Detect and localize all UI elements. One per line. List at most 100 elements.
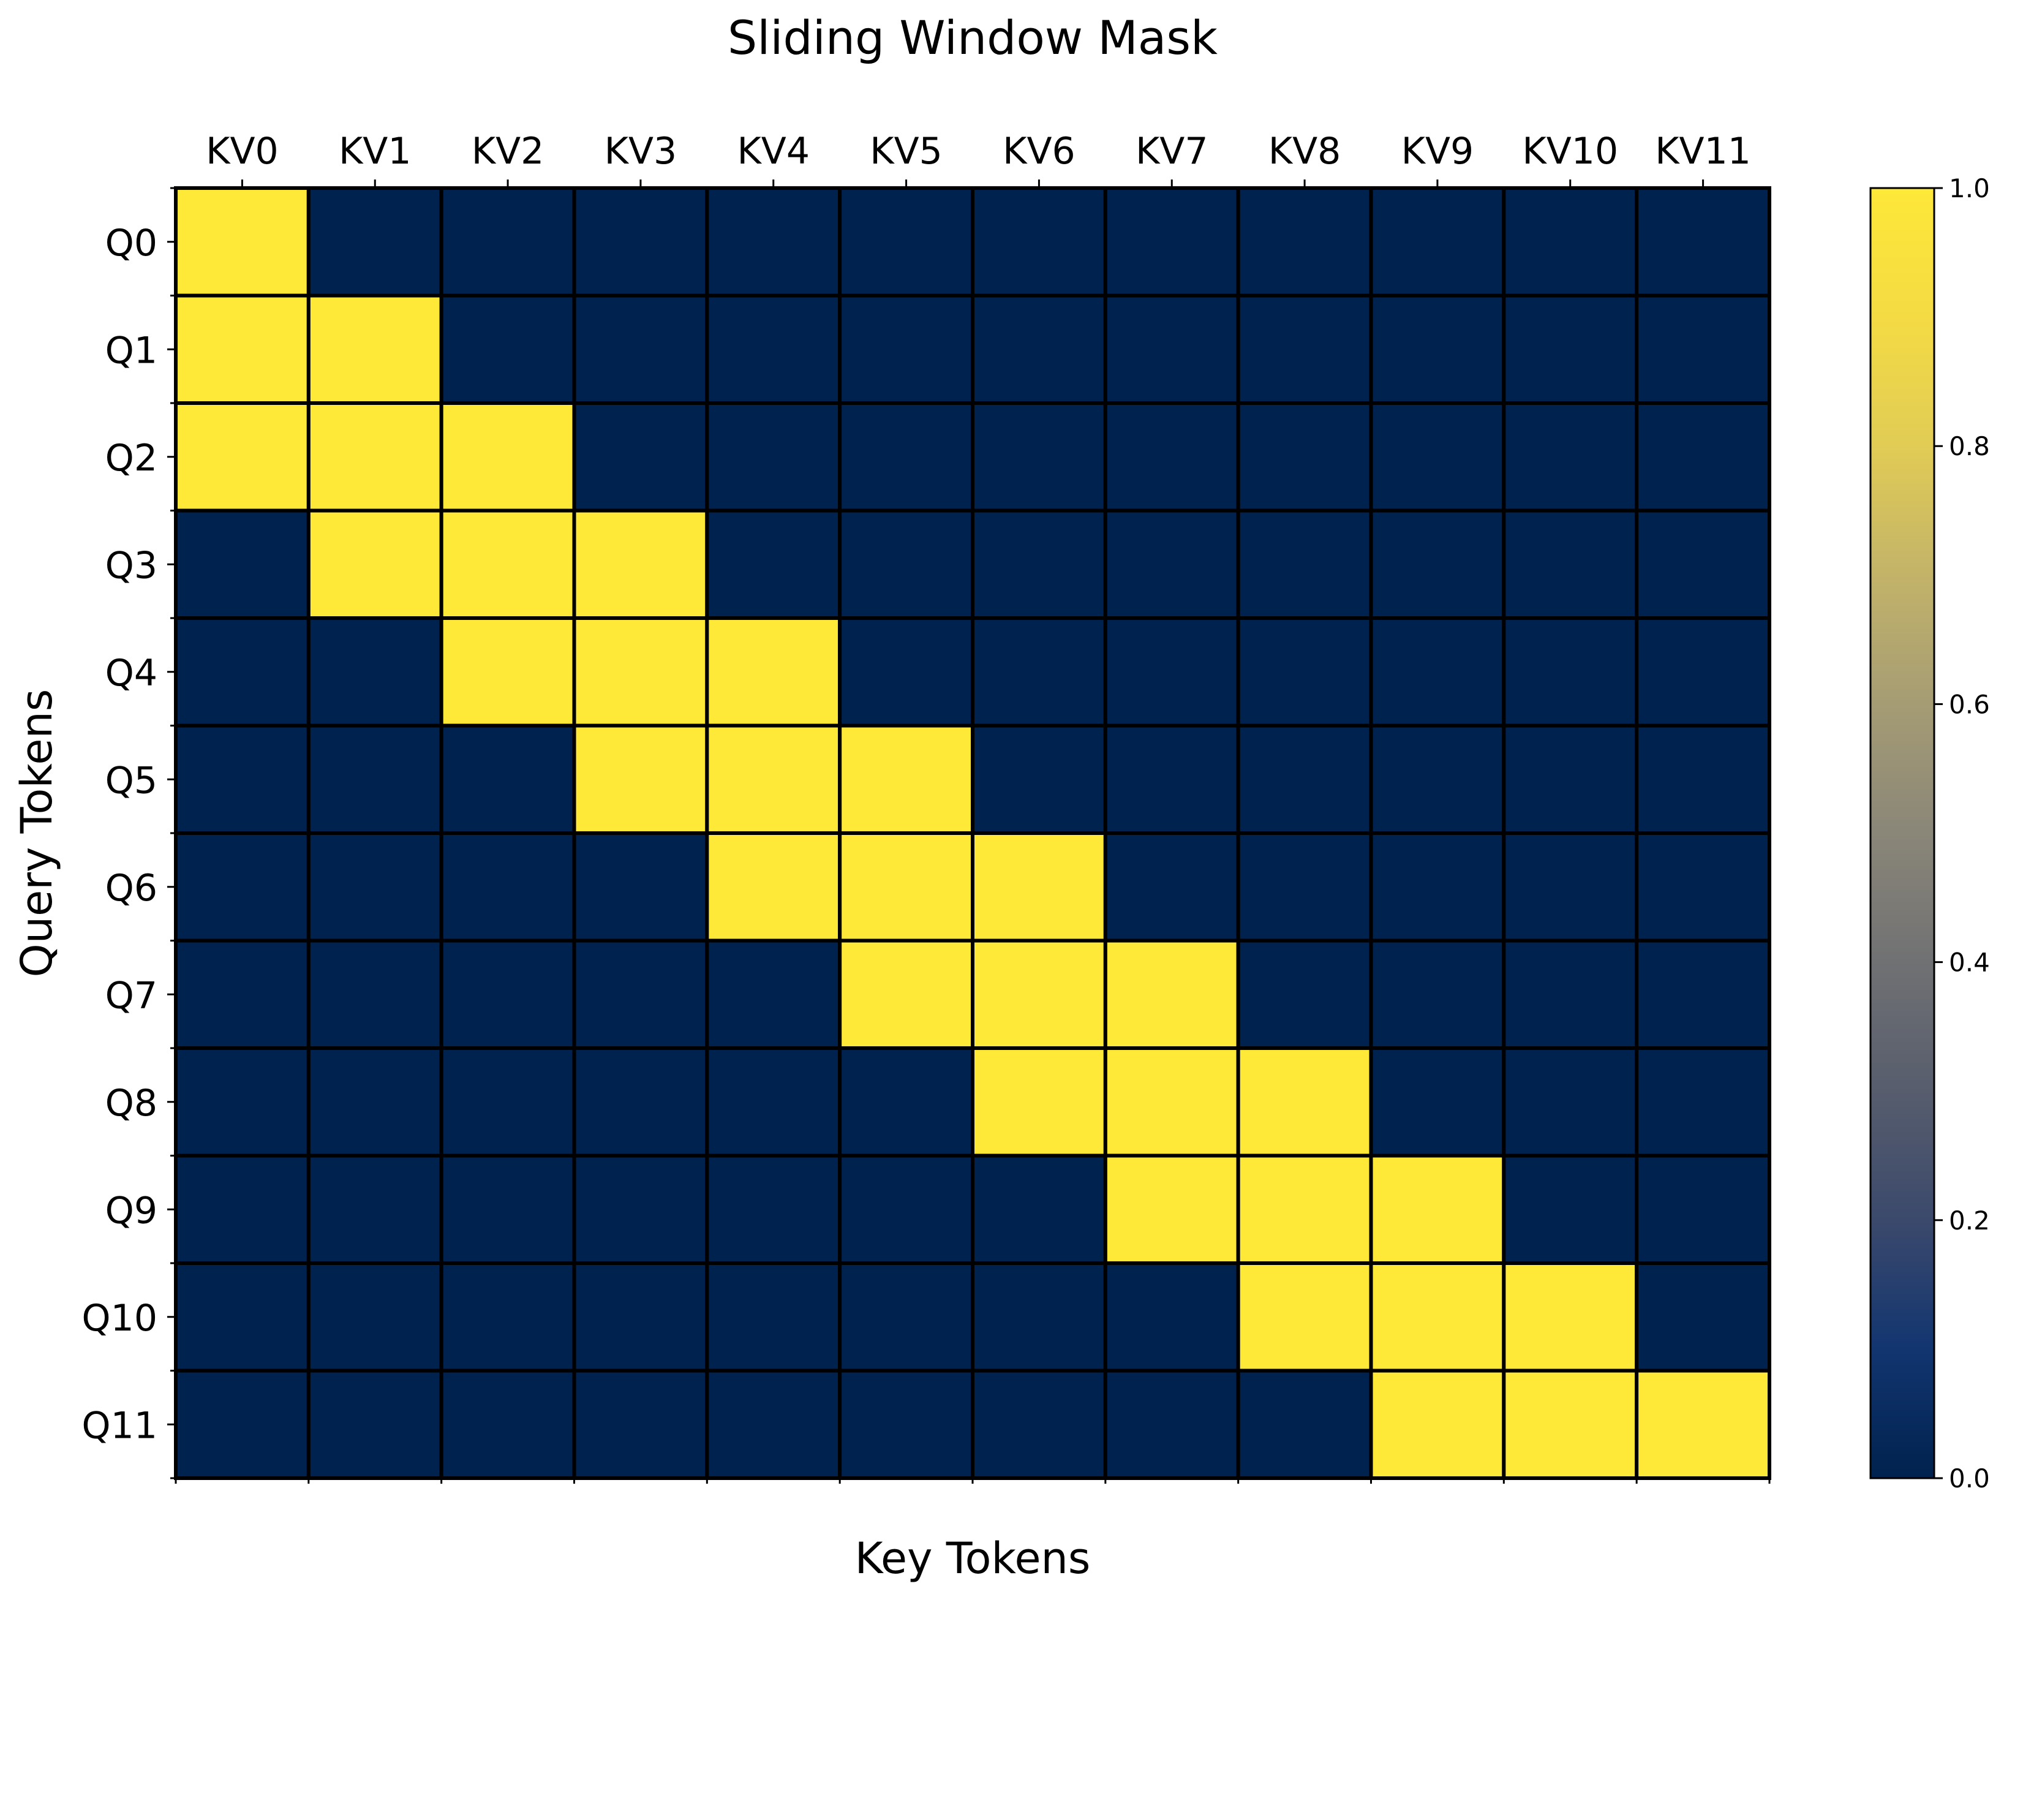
x-tick-label: KV1 [339, 130, 412, 173]
y-tick-label: Q8 [105, 1082, 157, 1125]
heatmap-cell [705, 1046, 842, 1158]
heatmap-cell [1103, 186, 1240, 298]
heatmap-cell [1502, 1046, 1639, 1158]
x-tick-label: KV2 [472, 130, 544, 173]
heatmap-cell [1236, 401, 1373, 513]
heatmap-cell [705, 1154, 842, 1265]
heatmap-cell [174, 1261, 311, 1373]
heatmap-cell [1502, 401, 1639, 513]
heatmap-cell [1502, 508, 1639, 620]
heatmap-cell [572, 1046, 709, 1158]
y-tick-label: Q6 [105, 867, 157, 910]
heatmap-cell [174, 938, 311, 1050]
heatmap-cell [1369, 401, 1506, 513]
heatmap-cell [971, 1154, 1107, 1265]
y-tick-label: Q1 [105, 329, 157, 372]
heatmap-cell [1502, 1261, 1639, 1373]
heatmap-cell [1369, 1046, 1506, 1158]
heatmap-cell [1635, 1369, 1772, 1480]
heatmap-cell [838, 723, 974, 835]
heatmap-cell [1635, 616, 1772, 728]
heatmap-cell [439, 1261, 576, 1373]
heatmap-cell [174, 508, 311, 620]
heatmap-cell [1635, 1261, 1772, 1373]
heatmap-cell [1103, 401, 1240, 513]
heatmap-cell [1369, 831, 1506, 943]
heatmap-cell [572, 293, 709, 405]
y-tick-label: Q10 [81, 1297, 157, 1340]
x-tick-label: KV6 [1003, 130, 1076, 173]
heatmap-cell [1103, 293, 1240, 405]
heatmap-cell [1369, 1154, 1506, 1265]
heatmap-cell [306, 293, 443, 405]
x-tick-label: KV10 [1522, 130, 1618, 173]
heatmap-cell [1635, 508, 1772, 620]
heatmap-cell [1635, 401, 1772, 513]
heatmap-cell [1502, 723, 1639, 835]
x-tick-label: KV11 [1655, 130, 1751, 173]
heatmap-cell [439, 723, 576, 835]
heatmap-cell [1236, 1046, 1373, 1158]
heatmap-cell [306, 831, 443, 943]
heatmap-cell [838, 186, 974, 298]
colorbar-ticks: 0.0 0.2 0.4 0.6 0.8 1.0 [1934, 173, 1990, 1493]
heatmap-cell [572, 1154, 709, 1265]
heatmap-cell [1236, 293, 1373, 405]
heatmap-cell [439, 938, 576, 1050]
heatmap-cell [1236, 938, 1373, 1050]
heatmap-cell [838, 508, 974, 620]
heatmap-cell [439, 508, 576, 620]
heatmap-cell [1502, 616, 1639, 728]
heatmap-cell [174, 1046, 311, 1158]
heatmap-cell [174, 831, 311, 943]
heatmap-cell [439, 293, 576, 405]
heatmap-cell [1369, 186, 1506, 298]
colorbar-tick-label: 0.0 [1949, 1463, 1990, 1493]
y-tick-label: Q2 [105, 437, 157, 480]
y-tick-label: Q11 [81, 1404, 157, 1447]
heatmap-cell [572, 616, 709, 728]
heatmap-cell [705, 1369, 842, 1480]
heatmap-cell [1635, 1046, 1772, 1158]
colorbar-tick-label: 0.6 [1949, 689, 1990, 719]
colorbar-tick-label: 1.0 [1949, 173, 1990, 203]
heatmap-cell [439, 616, 576, 728]
y-tick-label: Q9 [105, 1189, 157, 1232]
heatmap-cell [971, 616, 1107, 728]
heatmap-cell [838, 293, 974, 405]
heatmap-cell [1635, 831, 1772, 943]
heatmap-cell [174, 401, 311, 513]
heatmap-cell [174, 293, 311, 405]
heatmap-cell [838, 616, 974, 728]
heatmap-cell [1502, 831, 1639, 943]
heatmap-cell [1635, 186, 1772, 298]
heatmap-cell [1103, 1046, 1240, 1158]
heatmap-cell [1635, 293, 1772, 405]
heatmap-cell [1236, 723, 1373, 835]
heatmap-cell [1236, 1154, 1373, 1265]
x-tick-label: KV4 [737, 130, 810, 173]
heatmap-cell [572, 401, 709, 513]
heatmap-cell [306, 1046, 443, 1158]
heatmap-cell [439, 1154, 576, 1265]
heatmap-cell [1103, 723, 1240, 835]
x-tick-label: KV3 [605, 130, 677, 173]
heatmap-cell [705, 186, 842, 298]
heatmap-cell [971, 938, 1107, 1050]
heatmap-cell [306, 1261, 443, 1373]
heatmap-cell [439, 401, 576, 513]
heatmap-cell [306, 616, 443, 728]
y-tick-label: Q0 [105, 222, 157, 265]
colorbar-tick-label: 0.4 [1949, 948, 1990, 978]
heatmap-cell [971, 1261, 1107, 1373]
heatmap-cell [174, 1154, 311, 1265]
heatmap-cell [705, 508, 842, 620]
heatmap-cell [1103, 616, 1240, 728]
heatmap-cell [1502, 938, 1639, 1050]
heatmap-cell [838, 1369, 974, 1480]
heatmap-cell [1103, 938, 1240, 1050]
heatmap-cell [1236, 1261, 1373, 1373]
heatmap-cell [306, 723, 443, 835]
heatmap-cell [1236, 1369, 1373, 1480]
heatmap-cell [572, 831, 709, 943]
